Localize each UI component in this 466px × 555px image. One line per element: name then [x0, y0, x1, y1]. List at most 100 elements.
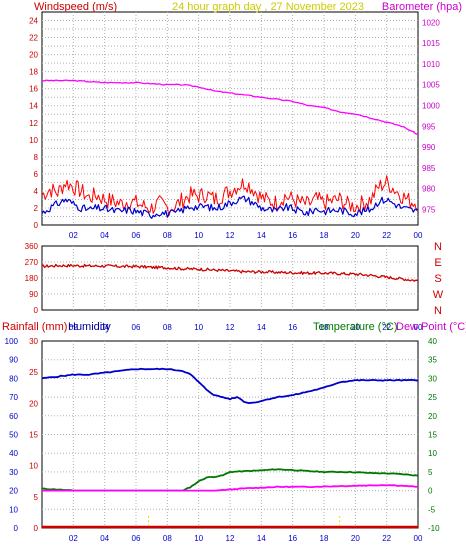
wind-gust-line: [41, 175, 419, 217]
direction-tick-label: 0: [34, 306, 39, 315]
wind-x-tick-label: 14: [257, 231, 266, 240]
humidity-axis-title: Humidity: [68, 321, 111, 333]
compass-label: N: [434, 305, 442, 317]
wind-tick-label: 20: [29, 51, 38, 60]
humidity-tick-label: 20: [9, 487, 18, 496]
temperature-tick-label: 5: [428, 468, 433, 477]
wind-tick-label: 4: [34, 187, 39, 196]
wind-x-tick-label: 20: [351, 231, 360, 240]
wind-tick-label: 10: [29, 136, 38, 145]
wind-direction-line: [41, 263, 419, 282]
wind-x-tick-label: 08: [163, 231, 172, 240]
direction-x-tick-label: 08: [163, 323, 172, 332]
humidity-tick-label: 40: [9, 449, 18, 458]
barometer-tick-label: 990: [422, 143, 436, 152]
barometer-tick-label: 1000: [422, 102, 440, 111]
humidity-tick-label: 30: [9, 468, 18, 477]
rain-tick-label: 20: [29, 399, 38, 408]
wind-axis-title: Windspeed (m/s): [34, 1, 117, 13]
humidity-tick-label: 0: [14, 524, 19, 533]
humidity-tick-label: 70: [9, 393, 18, 402]
wind-x-tick-label: 16: [288, 231, 297, 240]
wind-tick-label: 22: [29, 34, 38, 43]
climate-x-tick-label: 02: [69, 534, 78, 543]
compass-label: E: [434, 257, 441, 269]
rain-tick-label: 0: [34, 524, 39, 533]
temperature-tick-label: 10: [428, 449, 437, 458]
barometer-tick-label: 985: [422, 164, 436, 173]
wind-x-tick-label: 12: [226, 231, 235, 240]
climate-x-tick-label: 20: [351, 534, 360, 543]
climate-x-tick-label: 08: [163, 534, 172, 543]
barometer-tick-label: 1020: [422, 18, 440, 27]
climate-x-tick-label: 06: [132, 534, 141, 543]
direction-x-tick-label: 16: [288, 323, 297, 332]
rainfall-axis-title: Rainfall (mm): [2, 321, 67, 333]
barometer-tick-label: 1010: [422, 60, 440, 69]
temperature-tick-label: 40: [428, 337, 437, 346]
wind-x-tick-label: 22: [382, 231, 391, 240]
temperature-tick-label: -10: [428, 524, 440, 533]
humidity-tick-label: 90: [9, 356, 18, 365]
rain-tick-label: 10: [29, 462, 38, 471]
barometer-tick-label: 980: [422, 185, 436, 194]
rain-tick-label: 30: [29, 337, 38, 346]
wind-x-tick-label: 02: [69, 231, 78, 240]
rain-tick-label: 25: [29, 368, 38, 377]
wind-x-tick-label: 18: [320, 231, 329, 240]
wind-tick-label: 8: [34, 153, 39, 162]
climate-x-tick-label: 18: [320, 534, 329, 543]
direction-tick-label: 360: [25, 242, 39, 251]
direction-tick-label: 270: [25, 258, 39, 267]
direction-x-tick-label: 18: [320, 323, 329, 332]
humidity-tick-label: 80: [9, 374, 18, 383]
wind-tick-label: 14: [29, 102, 38, 111]
temperature-tick-label: 25: [428, 393, 437, 402]
direction-x-tick-label: 06: [132, 323, 141, 332]
compass-label: S: [434, 273, 441, 285]
dewpoint-axis-title: Dew Point (°C): [396, 321, 466, 333]
direction-x-tick-label: 02: [69, 323, 78, 332]
wind-tick-label: 18: [29, 68, 38, 77]
wind-x-tick-label: 06: [132, 231, 141, 240]
dewpoint-line: [42, 484, 419, 492]
barometer-tick-label: 995: [422, 122, 436, 131]
rain-tick-label: 15: [29, 431, 38, 440]
graph-title: 24 hour graph day , 27 November 2023: [172, 1, 364, 13]
temperature-tick-label: 15: [428, 431, 437, 440]
rain-tick-label: 5: [34, 493, 39, 502]
temperature-tick-label: 35: [428, 356, 437, 365]
compass-label: W: [433, 289, 444, 301]
direction-tick-label: 90: [29, 290, 38, 299]
climate-x-tick-label: 16: [288, 534, 297, 543]
humidity-tick-label: 10: [9, 505, 18, 514]
climate-x-tick-label: 14: [257, 534, 266, 543]
climate-x-tick-label: 22: [382, 534, 391, 543]
barometer-tick-label: 975: [422, 205, 436, 214]
wind-x-tick-label: 00: [414, 231, 423, 240]
direction-panel: [41, 245, 419, 311]
climate-x-tick-label: 12: [226, 534, 235, 543]
wind-tick-label: 6: [34, 170, 39, 179]
compass-label: N: [434, 241, 442, 253]
barometer-tick-label: 1015: [422, 39, 440, 48]
direction-x-tick-label: 14: [257, 323, 266, 332]
direction-tick-label: 180: [25, 274, 39, 283]
climate-x-tick-label: 04: [100, 534, 109, 543]
direction-x-tick-label: 00: [414, 323, 423, 332]
barometer-line: [41, 79, 419, 136]
wind-tick-label: 0: [34, 221, 39, 230]
humidity-tick-label: 50: [9, 431, 18, 440]
temperature-tick-label: -5: [428, 505, 436, 514]
barometer-tick-label: 1005: [422, 81, 440, 90]
temperature-axis-title: Temperature (°C): [313, 321, 397, 333]
climate-x-tick-label: 00: [414, 534, 423, 543]
humidity-tick-label: 100: [5, 337, 19, 346]
wind-tick-label: 12: [29, 119, 38, 128]
humidity-tick-label: 60: [9, 412, 18, 421]
temperature-tick-label: 30: [428, 374, 437, 383]
barometer-axis-title: Barometer (hpa): [382, 1, 462, 13]
wind-tick-label: 2: [34, 204, 39, 213]
